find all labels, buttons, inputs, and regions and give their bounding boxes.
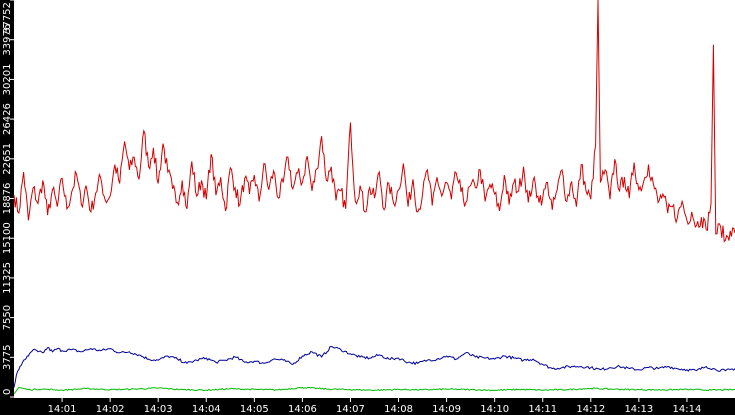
series-line-3: [13, 386, 735, 395]
x-tick-label: 14:06: [288, 404, 317, 415]
y-tick-label: 37752: [2, 2, 13, 34]
y-tick-label: 18876: [2, 183, 13, 215]
x-tick-label: 14:09: [432, 404, 461, 415]
y-axis-band: [0, 0, 14, 415]
x-tick-label: 14:01: [48, 404, 77, 415]
x-tick-label: 14:05: [240, 404, 269, 415]
y-tick-label: 3775: [2, 345, 13, 370]
y-axis-ticks: 0 3775 7550 11325 15100 18876 22651 26426 30201 3…: [2, 0, 14, 398]
x-tick-label: 14:13: [624, 404, 653, 415]
series-line-2: [13, 345, 735, 388]
y-tick-label: 30201: [2, 64, 13, 96]
y-tick-label: 7550: [2, 305, 13, 330]
x-tick-label: 14:10: [480, 404, 509, 415]
x-axis-ticks: 14:01 14:02 14:03 14:04 14:05 14:06 14:07 14:08…: [48, 398, 702, 415]
y-tick-label: 0: [2, 389, 13, 395]
x-tick-label: 14:11: [528, 404, 557, 415]
y-tick-label: 26426: [2, 103, 13, 135]
y-tick-label: 33976: [2, 24, 13, 56]
x-tick-label: 14:02: [96, 404, 125, 415]
x-tick-label: 14:12: [576, 404, 605, 415]
series-line-1: [13, 0, 735, 243]
x-tick-label: 14:14: [673, 404, 702, 415]
y-tick-label: 11325: [2, 262, 13, 294]
y-tick-label: 15100: [2, 222, 13, 254]
series-layer: [13, 0, 735, 395]
x-tick-label: 14:07: [336, 404, 365, 415]
x-tick-label: 14:04: [192, 404, 221, 415]
x-axis-band: [0, 398, 735, 415]
x-tick-label: 14:03: [144, 404, 173, 415]
x-tick-label: 14:08: [384, 404, 413, 415]
y-tick-label: 22651: [2, 143, 13, 175]
